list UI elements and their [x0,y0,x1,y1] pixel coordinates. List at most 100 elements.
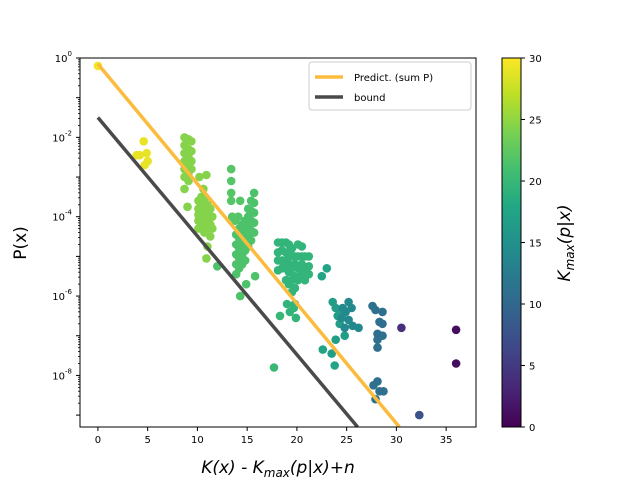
bound-line [96,116,359,427]
x-tick-label: 35 [440,435,453,446]
data-point [226,196,236,206]
colorbar-tick-label: 15 [529,239,542,250]
colorbar-tick-label: 30 [529,54,542,65]
data-point [250,271,260,281]
data-point [246,236,256,245]
legend: Predict. (sum P) bound [308,61,472,111]
data-point [208,212,217,221]
colorbar-title: Kmax(p|x) [555,204,577,281]
data-point [187,156,196,166]
data-point [180,184,189,194]
data-point [184,176,193,186]
data-point [378,331,387,341]
data-point [275,311,285,321]
data-point [249,208,259,217]
x-axis-title: K(x) - Kmax(p|x)+n [201,458,355,480]
x-axis-ticks: 0 5 10 15 20 25 30 35 [95,427,453,446]
data-point [330,361,340,370]
data-point [240,256,250,265]
y-tick-label: 10-8 [52,367,72,382]
data-point [344,297,353,307]
colorbar-tick-label: 5 [529,362,535,373]
data-point [226,164,236,174]
data-point [187,146,196,156]
data-point [282,299,292,309]
legend-label-predict: Predict. (sum P) [354,73,433,84]
data-point [378,319,387,329]
data-point [304,252,314,261]
data-point [327,349,337,358]
data-point [241,279,251,289]
data-point [373,377,382,386]
data-point [317,271,327,281]
x-tick-label: 5 [144,435,150,446]
data-point [233,212,243,221]
data-point [337,313,347,323]
y-axis-title: P(x) [11,226,31,260]
data-point [451,359,461,368]
colorbar: 0 5 10 15 20 25 30 Kmax(p|x) [501,54,577,434]
data-point [379,387,388,396]
data-point [195,172,204,182]
data-point [249,218,259,227]
data-point [142,148,151,158]
data-point [373,343,382,352]
data-point [397,323,406,333]
colorbar-ticks: 0 5 10 15 20 25 30 [521,54,542,434]
data-point [340,323,350,333]
data-point [235,291,245,301]
y-tick-label: 10-6 [52,288,72,303]
data-point [249,228,259,237]
data-point [331,335,341,345]
y-tick-label: 100 [55,50,72,65]
data-point [139,137,148,146]
data-point [206,232,215,241]
data-point [318,345,328,354]
x-tick-label: 15 [241,435,254,446]
fit-lines [96,62,401,427]
x-tick-label: 0 [95,435,101,446]
data-point [206,204,215,214]
data-point [289,303,299,313]
data-point [132,150,141,160]
colorbar-tick-label: 0 [529,423,535,434]
x-tick-label: 25 [340,435,353,446]
legend-box [308,61,472,111]
predict-line [96,62,401,427]
data-point [451,325,461,335]
data-point [208,224,217,233]
data-point [304,262,314,271]
data-point [322,264,332,273]
data-point [226,188,236,198]
y-tick-label: 10-2 [52,129,72,144]
plot-frame [79,57,477,428]
y-axis-ticks: 100 10-2 10-4 10-6 10-8 [52,50,80,416]
data-point [226,176,236,186]
data-point [187,137,196,146]
colorbar-tick-label: 10 [529,300,542,311]
data-point [304,269,314,279]
data-point [371,305,380,315]
x-tick-label: 30 [390,435,403,446]
colorbar-tick-label: 25 [529,116,542,127]
x-tick-label: 10 [191,435,204,446]
data-point [183,202,192,212]
data-point [140,160,149,170]
x-tick-label: 20 [291,435,304,446]
colorbar-tick-label: 20 [529,177,542,188]
data-point [415,410,424,420]
data-point [249,188,259,198]
y-tick-label: 10-4 [52,209,72,224]
data-point [202,254,211,263]
data-point [340,331,350,341]
data-point [291,313,301,323]
data-point [249,198,259,208]
data-point [290,283,300,293]
colorbar-gradient [502,58,521,427]
data-point [202,170,211,180]
data-point [378,307,387,317]
data-point [297,242,307,251]
data-point [269,363,279,372]
legend-label-bound: bound [354,93,386,104]
